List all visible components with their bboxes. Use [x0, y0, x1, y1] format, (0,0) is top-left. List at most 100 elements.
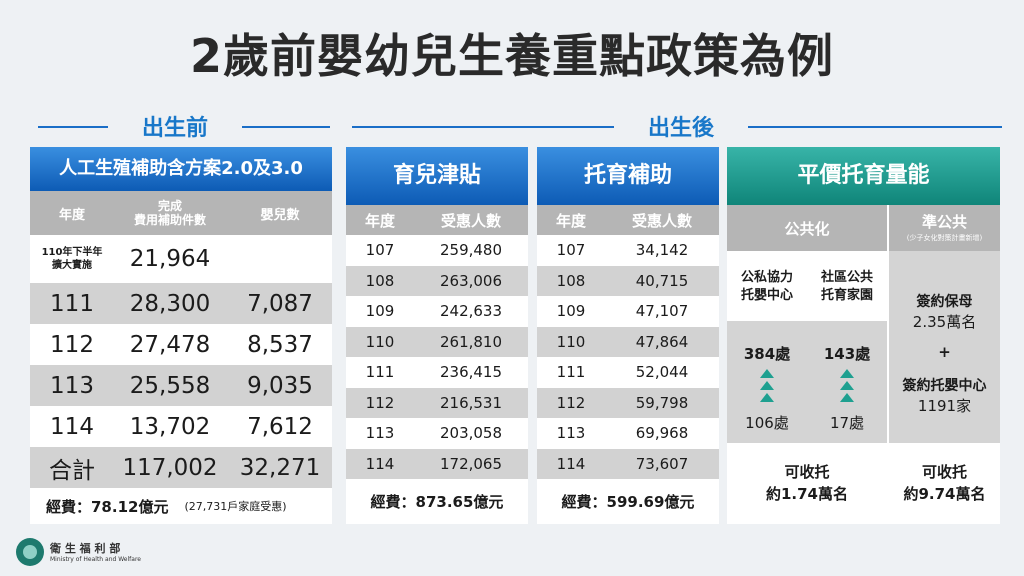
- row-beneficiaries: 52,044: [635, 363, 689, 382]
- panel-heading: 平價托育量能: [727, 147, 1000, 205]
- table-row: 113 203,058: [346, 418, 528, 449]
- public-capacity-line2: 約1.74萬名: [765, 485, 848, 503]
- table-row: 107 34,142: [537, 235, 719, 266]
- divider: [748, 126, 1002, 128]
- panel-heading: 人工生殖補助含方案2.0及3.0: [30, 147, 332, 191]
- row-babies: 9,035: [247, 372, 313, 399]
- quasi-public-note: (少子女化對策計畫新增): [906, 234, 983, 242]
- header-count-line1: 完成: [157, 199, 182, 213]
- row-year: 110年下半年 擴大實施: [30, 246, 110, 272]
- divider: [242, 126, 330, 128]
- row-year: 108: [365, 271, 395, 290]
- table-row: 111 52,044: [537, 357, 719, 388]
- table-row: 110 47,864: [537, 326, 719, 357]
- public-capacity-line1: 可收托: [784, 463, 830, 481]
- row-year: 113: [556, 424, 586, 443]
- row-beneficiaries: 59,798: [635, 393, 689, 412]
- row-beneficiaries: 261,810: [439, 332, 503, 351]
- header-beneficiaries: 受惠人數: [631, 211, 692, 230]
- row-year: 111: [365, 363, 395, 382]
- table-header: 年度 受惠人數: [346, 205, 528, 235]
- row-year: 107: [365, 241, 395, 260]
- total-row: 合計 117,002 32,271: [30, 447, 332, 488]
- table-row: 114 13,702 7,612: [30, 406, 332, 447]
- table-row: 110 261,810: [346, 326, 528, 357]
- row-year: 111: [556, 363, 586, 382]
- community-home-label: 社區公共 托育家園: [807, 269, 887, 305]
- row-beneficiaries: 73,607: [635, 454, 689, 473]
- header-babies: 嬰兒數: [260, 207, 300, 223]
- row-year: 114: [50, 413, 94, 440]
- quasi-capacity-line1: 可收托: [921, 463, 967, 481]
- home-line1: 社區公共: [820, 270, 873, 285]
- table-row: 109 242,633: [346, 296, 528, 327]
- growth-arrows-icon: [840, 369, 854, 402]
- row-beneficiaries: 69,968: [635, 424, 689, 443]
- row-beneficiaries: 40,715: [635, 271, 689, 290]
- row-count: 21,964: [129, 246, 211, 272]
- cost-row: 經費：78.12億元 (27,731戶家庭受惠): [30, 488, 332, 524]
- row-year: 107: [556, 241, 586, 260]
- row-beneficiaries: 263,006: [439, 271, 503, 290]
- table-row: 111 236,415: [346, 357, 528, 388]
- row-year: 114: [556, 454, 586, 473]
- table-row: 112 59,798: [537, 387, 719, 418]
- header-beneficiaries: 受惠人數: [440, 211, 501, 230]
- contract-nanny-count: 2.35萬名: [912, 313, 977, 331]
- contract-center-label: 簽約托嬰中心: [902, 378, 987, 394]
- table-row: 113 25,558 9,035: [30, 365, 332, 406]
- cost-label: 經費：599.69億元: [537, 479, 719, 524]
- row-count: 28,300: [129, 290, 211, 317]
- public-capacity: 可收托 約1.74萬名: [727, 461, 887, 505]
- table-row: 114 172,065: [346, 448, 528, 479]
- row-year: 108: [556, 271, 586, 290]
- divider: [38, 126, 108, 128]
- quasi-capacity-bg: [889, 443, 1000, 524]
- panel-heading: 育兒津貼: [346, 147, 528, 205]
- row-year: 113: [365, 424, 395, 443]
- header-count: 完成 費用補助件數: [110, 199, 230, 227]
- growth-arrows-icon: [760, 369, 774, 402]
- public-capacity-bg: [727, 443, 887, 524]
- table-row: 108 263,006: [346, 265, 528, 296]
- table-row: 112 216,531: [346, 387, 528, 418]
- row-beneficiaries: 242,633: [439, 302, 503, 321]
- households-label: (27,731戶家庭受惠): [184, 500, 287, 513]
- table-row: 108 40,715: [537, 265, 719, 296]
- home-line2: 托育家園: [820, 288, 873, 303]
- public-private-center-label: 公私協力 托嬰中心: [727, 269, 807, 305]
- contract-nanny-label: 簽約保母: [916, 294, 973, 310]
- public-header-bg: [727, 205, 887, 251]
- table-header: 年度 受惠人數: [537, 205, 719, 235]
- center-line2: 托嬰中心: [740, 288, 793, 303]
- quasi-public-label: 準公共: [921, 213, 967, 231]
- total-count: 117,002: [122, 454, 218, 481]
- header-year: 年度: [364, 211, 395, 230]
- total-babies: 32,271: [239, 454, 321, 481]
- table-row: 113 69,968: [537, 418, 719, 449]
- org-name-en: Ministry of Health and Welfare: [50, 556, 141, 563]
- row-beneficiaries: 236,415: [439, 363, 503, 382]
- section-after-birth: 出生後: [647, 116, 714, 141]
- cost-label: 經費：78.12億元: [46, 497, 169, 516]
- total-label: 合計: [49, 457, 95, 484]
- row-beneficiaries: 259,480: [439, 241, 503, 260]
- panel-heading: 托育補助: [537, 147, 719, 205]
- table-row: 112 27,478 8,537: [30, 324, 332, 365]
- cost-label: 經費：873.65億元: [346, 479, 528, 524]
- header-count-line2: 費用補助件數: [133, 213, 206, 227]
- row-beneficiaries: 172,065: [439, 454, 503, 473]
- center-line1: 公私協力: [740, 270, 793, 285]
- row-year: 112: [365, 393, 395, 412]
- section-before-birth: 出生前: [141, 116, 208, 141]
- childcare-subsidy-panel: 托育補助 年度 受惠人數 107 34,142 108 40,715 109 47,107…: [537, 147, 719, 524]
- header-year: 年度: [555, 211, 586, 230]
- row-babies: 7,087: [247, 290, 313, 317]
- row-year: 110: [365, 332, 395, 351]
- table-header: 年度 完成 費用補助件數 嬰兒數: [30, 191, 332, 235]
- table-row: 109 47,107: [537, 296, 719, 327]
- header-year: 年度: [58, 207, 85, 223]
- assisted-reproduction-panel: 人工生殖補助含方案2.0及3.0 年度 完成 費用補助件數 嬰兒數 110年下半…: [30, 147, 332, 524]
- row-year: 113: [50, 372, 94, 399]
- row-count: 13,702: [129, 413, 211, 440]
